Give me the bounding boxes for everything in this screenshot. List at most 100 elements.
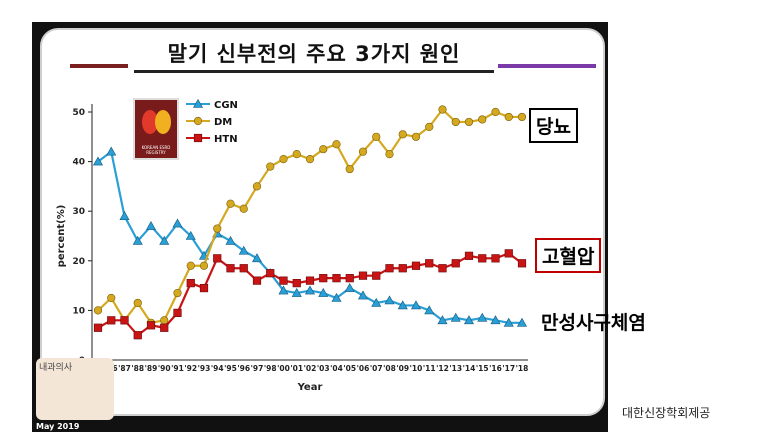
htn-point [438,264,447,273]
x-tick-label: '88 [131,364,144,373]
htn-point [504,249,513,258]
htn-point [239,264,248,273]
cgn-point [450,312,461,322]
cgn-annotation: 만성사구체염 [541,312,646,334]
dm-point [305,155,315,164]
cgn-point [463,315,475,325]
htn-point [478,254,487,263]
avatar: 내과의사 [36,358,114,420]
legend-dm-marker [193,116,203,126]
dm-point [491,107,500,117]
x-tick-label: '17 [502,364,515,373]
x-tick-label: '06 [357,364,370,373]
htn-point [279,276,288,285]
y-axis-label: percent(%) [56,205,67,268]
x-tick-label: '08 [383,364,396,373]
dm-point [226,199,235,208]
avatar-text: 내과의사 [39,363,73,373]
cgn-point [516,317,528,327]
htn-point [93,323,103,332]
cgn-point [291,287,302,297]
htn-point [332,274,341,283]
cgn-point [159,235,170,245]
registry-logo: KOREAN ESRD REGISTRY [133,98,179,160]
y-tick-label: 40 [72,158,85,168]
x-tick-label: '94 [211,364,224,373]
htn-point [425,259,434,268]
legend-htn-marker [193,133,203,143]
cgn-point [304,285,316,295]
cgn-point [132,235,143,245]
htn-point [358,271,368,280]
x-tick-label: '13 [449,364,462,373]
cgn-point [357,290,369,300]
htn-point [345,274,354,283]
cgn-point [119,211,130,220]
cgn-point [106,146,117,156]
cgn-point [384,295,395,305]
title-accent-left [70,64,128,68]
dm-point [398,130,407,139]
x-tick-label: '87 [118,364,131,373]
htn-annotation: 고혈압 [535,238,602,273]
dm-point [199,261,209,270]
cgn-point [225,235,236,245]
htn-point [464,251,474,260]
x-tick-label: '00 [277,364,290,373]
y-tick-label: 20 [72,257,85,267]
x-tick-label: '98 [264,364,277,373]
htn-point [411,261,421,270]
x-tick-label: '10 [410,364,423,373]
htn-point [491,254,500,263]
x-tick-label: '05 [343,364,356,373]
dm-point [438,105,447,114]
x-tick-label: '11 [423,364,436,373]
x-tick-label: '09 [396,364,409,373]
cgn-point [251,253,263,263]
dm-point [345,164,354,174]
dm-annotation: 당뇨 [529,108,578,143]
dm-point [160,316,169,325]
x-tick-label: '03 [317,364,330,373]
htn-point [398,264,407,273]
slide-title: 말기 신부전의 주요 3가지 원인 [134,38,494,73]
x-tick-label: '16 [489,364,502,373]
cgn-point [344,282,355,292]
htn-point [372,271,381,280]
cgn-point [172,218,183,228]
cgn-point [145,220,157,230]
htn-point [107,316,116,325]
y-tick-label: 50 [72,108,85,118]
cgn-point [371,297,382,307]
x-tick-label: '89 [145,364,158,373]
cgn-point [503,317,514,327]
dm-point [252,182,262,191]
x-tick-label: '04 [330,364,343,373]
dm-point [451,117,460,127]
credit-text: 대한신장학회제공 [622,406,711,420]
htn-point [451,259,460,268]
dm-point [517,112,527,122]
cgn-point [410,300,422,310]
legend-cgn-label: CGN [214,100,238,111]
cgn-point [490,315,501,325]
cgn-point [331,292,342,302]
htn-point [517,259,527,268]
htn-point [213,254,222,263]
dm-point [186,261,195,270]
x-tick-label: '07 [370,364,383,373]
dm-point [266,162,275,171]
dm-point [213,224,222,233]
logo-text: KOREAN ESRD REGISTRY [141,145,171,155]
cgn-point [437,315,448,325]
cgn-point [477,312,488,322]
cgn-point [238,245,249,255]
dm-point [319,145,328,154]
x-tick-label: '97 [251,364,264,373]
cgn-line [97,149,522,324]
x-tick-label: '90 [158,364,171,373]
title-accent-right [498,64,596,68]
htn-point [146,321,156,330]
dm-point [358,147,368,156]
cgn-point [185,230,196,240]
